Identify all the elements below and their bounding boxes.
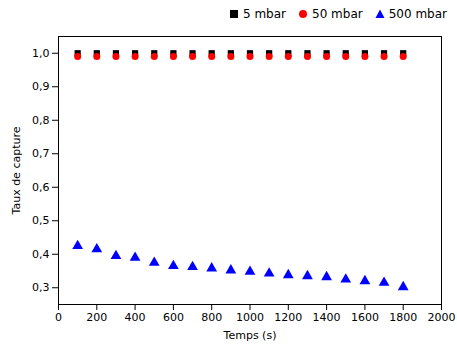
- svg-text:1000: 1000: [236, 311, 264, 324]
- svg-text:Temps (s): Temps (s): [223, 329, 277, 342]
- svg-text:0,8: 0,8: [32, 114, 50, 127]
- svg-text:0,9: 0,9: [32, 80, 50, 93]
- svg-text:2000: 2000: [428, 311, 456, 324]
- svg-text:200: 200: [86, 311, 107, 324]
- svg-text:600: 600: [163, 311, 184, 324]
- html-text:5 mbar: 5 mbar: [243, 7, 286, 21]
- svg-text:400: 400: [125, 311, 146, 324]
- svg-text:1,0: 1,0: [32, 47, 50, 60]
- svg-text:800: 800: [201, 311, 222, 324]
- svg-text:1200: 1200: [274, 311, 302, 324]
- svg-text:0: 0: [55, 311, 62, 324]
- html-text:500 mbar: 500 mbar: [388, 7, 447, 21]
- svg-text:1800: 1800: [389, 311, 417, 324]
- svg-text:Taux de capture: Taux de capture: [10, 126, 23, 215]
- html-text:50 mbar: 50 mbar: [312, 7, 363, 21]
- svg-text:0,6: 0,6: [32, 181, 50, 194]
- svg-text:1600: 1600: [351, 311, 379, 324]
- svg-text:0,4: 0,4: [32, 248, 50, 261]
- svg-text:0,3: 0,3: [32, 281, 50, 294]
- svg-text:0,7: 0,7: [32, 147, 50, 160]
- svg-text:1400: 1400: [313, 311, 341, 324]
- svg-text:0,5: 0,5: [32, 214, 50, 227]
